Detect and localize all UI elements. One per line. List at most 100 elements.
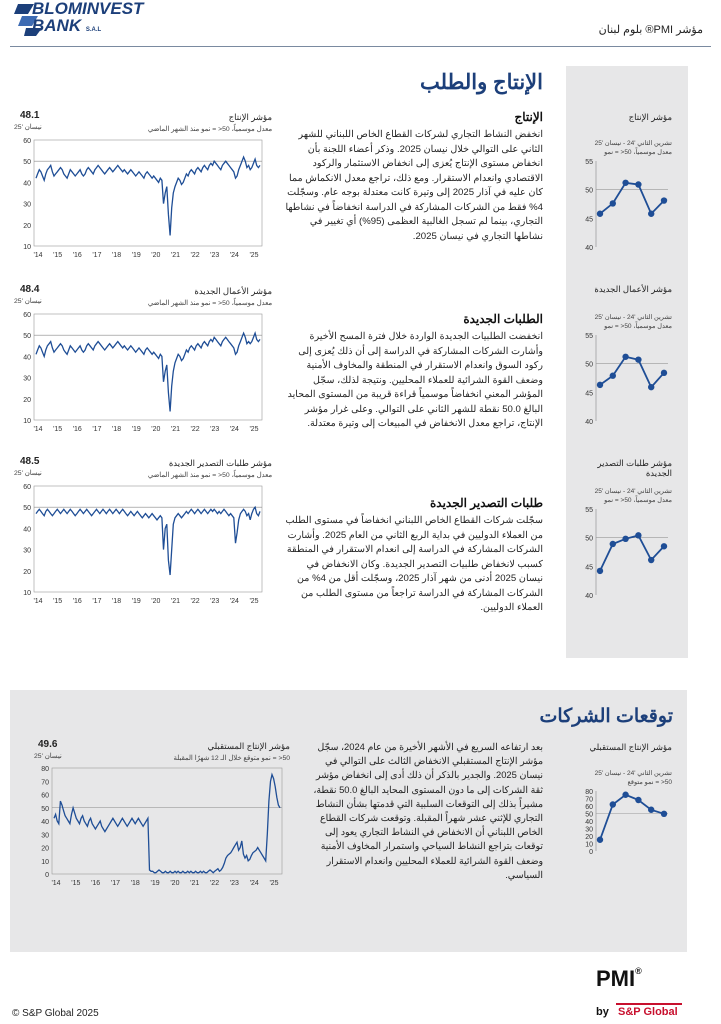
y-tick-label: 20 bbox=[585, 834, 593, 841]
data-point bbox=[648, 806, 655, 813]
x-tick-label: '25 bbox=[249, 598, 258, 605]
section-title-production: الإنتاج والطلب bbox=[420, 71, 543, 94]
bank-suffix: S.A.L bbox=[85, 27, 102, 33]
paragraph-export-orders: سجّلت شركات القطاع الخاص اللبناني انخفاض… bbox=[285, 515, 543, 613]
x-tick-label: '22 bbox=[210, 880, 219, 887]
x-tick-label: '18 bbox=[112, 598, 121, 605]
bank-name: BLOMINVEST BANK S.A.L bbox=[32, 0, 143, 39]
y-tick-label: 10 bbox=[41, 859, 49, 866]
x-tick-label: '24 bbox=[230, 598, 239, 605]
y-tick-label: 50 bbox=[585, 188, 593, 195]
x-tick-label: '22 bbox=[191, 252, 200, 259]
x-tick-label: '23 bbox=[230, 880, 239, 887]
x-tick-label: '14 bbox=[33, 598, 42, 605]
x-tick-label: '15 bbox=[53, 252, 62, 259]
chart-value-production: 48.1 bbox=[20, 110, 40, 121]
y-tick-label: 10 bbox=[23, 418, 31, 425]
chart-note-export-orders: معدل موسمياً، 50< = نمو منذ الشهر الماضي bbox=[147, 472, 272, 479]
y-tick-label: 40 bbox=[41, 819, 49, 826]
y-tick-label: 40 bbox=[585, 245, 593, 252]
pmi-by: by bbox=[596, 1006, 609, 1018]
x-tick-label: '14 bbox=[51, 880, 60, 887]
series-line bbox=[599, 534, 665, 572]
y-tick-label: 55 bbox=[585, 507, 593, 514]
x-tick-label: '17 bbox=[92, 426, 101, 433]
export-orders-mini-chart: 40 45 50 55 bbox=[585, 507, 668, 600]
data-point bbox=[648, 556, 655, 564]
y-tick-label: 20 bbox=[23, 223, 31, 230]
plot-frame bbox=[51, 767, 283, 875]
new-business-index-chart: 10 20 30 40 50 60 '14 '15 '16 '17 '18 '19 '20 '21 '22 '… bbox=[23, 312, 263, 433]
data-point bbox=[622, 353, 629, 360]
data-point bbox=[635, 181, 642, 188]
heading-new-orders: الطلبات الجديدة bbox=[463, 312, 543, 326]
y-tick-label: 20 bbox=[23, 397, 31, 404]
data-point bbox=[622, 535, 629, 543]
x-tick-label: '16 bbox=[73, 598, 82, 605]
data-point bbox=[660, 543, 668, 550]
data-point bbox=[609, 540, 616, 548]
y-tick-label: 20 bbox=[23, 569, 31, 576]
x-tick-label: '25 bbox=[249, 252, 258, 259]
x-tick-label: '18 bbox=[112, 252, 121, 259]
series-line bbox=[35, 330, 261, 412]
series-line bbox=[35, 155, 261, 236]
series-line bbox=[53, 772, 281, 874]
y-tick-label: 50 bbox=[585, 536, 593, 543]
chart-note-future-output: 50< = نمو متوقع خلال الـ 12 شهرًا المقبل… bbox=[173, 755, 290, 762]
mini-note1-new-orders: تشرين الثاني '24 - نيسان '25 bbox=[594, 314, 672, 321]
data-point bbox=[609, 200, 616, 207]
mini-title-production: مؤشر الإنتاج bbox=[628, 112, 672, 122]
chart-date-production: نيسان '25 bbox=[14, 124, 42, 131]
plot-frame bbox=[33, 485, 263, 593]
y-tick-label: 10 bbox=[23, 244, 31, 251]
x-tick-label: '19 bbox=[132, 426, 141, 433]
data-point bbox=[596, 836, 604, 843]
y-tick-label: 55 bbox=[585, 333, 593, 340]
x-tick-label: '15 bbox=[53, 426, 62, 433]
x-tick-label: '20 bbox=[151, 598, 160, 605]
x-tick-label: '21 bbox=[171, 426, 180, 433]
y-tick-label: 40 bbox=[23, 180, 31, 187]
y-tick-label: 50 bbox=[23, 333, 31, 340]
x-tick-label: '21 bbox=[171, 598, 180, 605]
mini-note1-future-output: تشرين الثاني '24 - نيسان '25 bbox=[594, 770, 672, 777]
x-tick-label: '21 bbox=[190, 880, 199, 887]
y-tick-label: 60 bbox=[23, 312, 31, 319]
x-tick-label: '24 bbox=[230, 252, 239, 259]
data-point bbox=[609, 372, 616, 379]
export-orders-index-chart: 10 20 30 40 50 60 '14 '15 '16 '17 '18 '19 '20 '21 '22 '… bbox=[23, 484, 263, 605]
pmi-logo: PMI® bbox=[596, 966, 642, 991]
heading-production: الإنتاج bbox=[514, 110, 543, 124]
x-tick-label: '22 bbox=[191, 598, 200, 605]
data-point bbox=[596, 210, 604, 217]
header-divider bbox=[10, 46, 711, 47]
x-tick-label: '22 bbox=[191, 426, 200, 433]
y-tick-label: 30 bbox=[23, 376, 31, 383]
data-point bbox=[660, 369, 668, 377]
chart-value-new-orders: 48.4 bbox=[20, 284, 40, 295]
y-tick-label: 30 bbox=[585, 827, 593, 834]
x-tick-label: '21 bbox=[171, 252, 180, 259]
x-tick-label: '23 bbox=[210, 598, 219, 605]
y-tick-label: 60 bbox=[23, 484, 31, 491]
mini-chart-sidebar bbox=[566, 66, 688, 658]
y-tick-label: 0 bbox=[589, 849, 593, 856]
series-line bbox=[35, 505, 261, 576]
mini-note2-new-orders: معدل موسمياً، 50< = نمو bbox=[604, 323, 672, 330]
x-tick-label: '20 bbox=[151, 252, 160, 259]
y-tick-label: 70 bbox=[585, 797, 593, 804]
mini-note1-export-orders: تشرين الثاني '24 - نيسان '25 bbox=[594, 488, 672, 495]
mini-title-new-orders: مؤشر الأعمال الجديدة bbox=[594, 284, 672, 294]
mini-note2-export-orders: معدل موسمياً، 50< = نمو bbox=[604, 497, 672, 504]
y-tick-label: 40 bbox=[585, 593, 593, 600]
y-tick-label: 0 bbox=[45, 872, 49, 879]
y-tick-label: 50 bbox=[23, 505, 31, 512]
chart-title-export-orders: مؤشر طلبات التصدير الجديدة bbox=[168, 458, 272, 468]
mini-note2-production: معدل موسمياً، 50< = نمو bbox=[604, 149, 672, 156]
section-title-expectations: توقعات الشركات bbox=[539, 706, 673, 727]
pmi-logo-text: PMI bbox=[596, 966, 636, 991]
data-point bbox=[635, 532, 642, 539]
pmi-logo-bar bbox=[616, 1003, 682, 1005]
